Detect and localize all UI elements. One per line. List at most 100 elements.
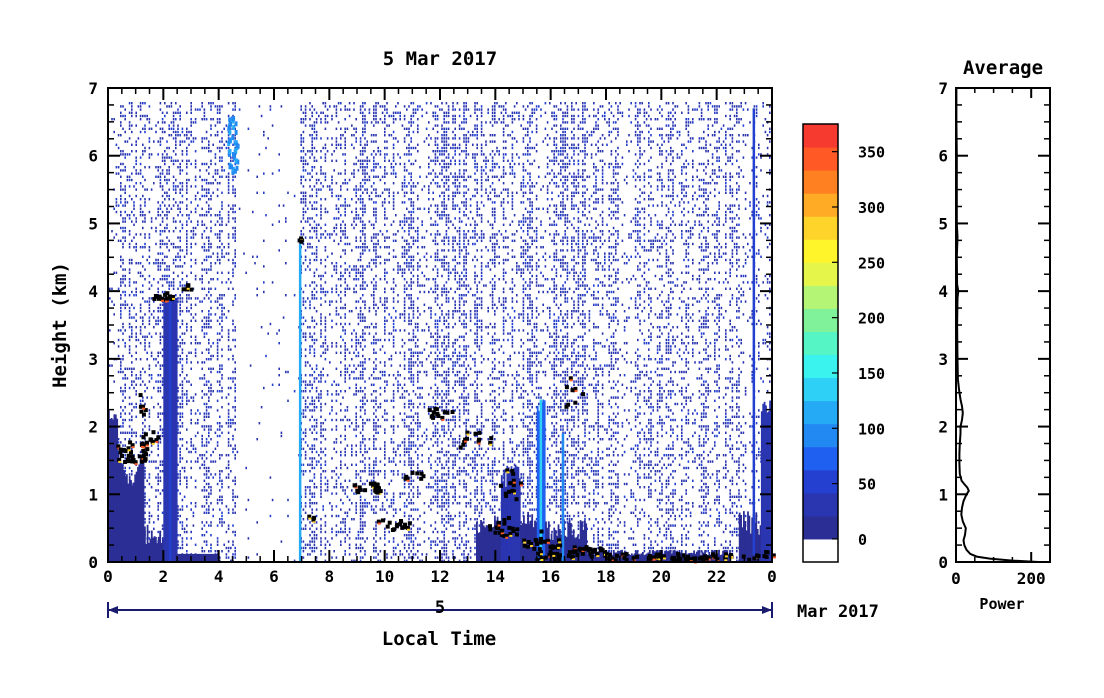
heatmap-speckle xyxy=(122,370,124,374)
heatmap-speckle xyxy=(322,185,324,188)
heatmap-speckle xyxy=(113,380,115,383)
heatmap-speckle xyxy=(392,415,395,418)
heatmap-speckle xyxy=(375,166,377,169)
heatmap-speckle xyxy=(412,329,415,332)
heatmap-speckle xyxy=(406,390,408,393)
heatmap-speckle xyxy=(219,322,221,326)
heatmap-speckle xyxy=(172,130,175,134)
heatmap-speckle xyxy=(201,185,203,188)
heatmap-speckle xyxy=(324,454,327,457)
heatmap-speckle xyxy=(186,441,188,444)
heatmap-speckle xyxy=(362,348,364,351)
heatmap-speckle xyxy=(216,444,219,447)
heatmap-speckle xyxy=(227,402,230,406)
heatmap-speckle xyxy=(221,271,223,274)
heatmap-speckle xyxy=(208,390,210,393)
heatmap-speckle xyxy=(370,473,373,476)
heatmap-speckle xyxy=(227,527,230,530)
heatmap-speckle xyxy=(153,386,155,390)
heatmap-speckle xyxy=(377,473,379,476)
heatmap-speckle xyxy=(300,182,302,185)
heatmap-speckle xyxy=(362,354,364,358)
heatmap-speckle xyxy=(414,322,417,326)
heatmap-speckle xyxy=(120,150,122,153)
heatmap-speckle xyxy=(324,319,327,322)
heatmap-speckle xyxy=(351,332,353,335)
heatmap-speckle xyxy=(194,412,197,415)
heatmap-speckle xyxy=(373,278,375,281)
heatmap-speckle xyxy=(159,239,162,242)
heatmap-speckle xyxy=(388,201,390,204)
heatmap-speckle xyxy=(260,326,263,329)
heatmap-speckle xyxy=(124,294,126,297)
heatmap-speckle xyxy=(188,310,190,313)
heatmap-speckle xyxy=(399,550,401,553)
heatmap-speckle xyxy=(355,348,357,351)
heatmap-speckle xyxy=(227,188,230,191)
heatmap-speckle xyxy=(142,274,144,278)
heatmap-speckle xyxy=(388,258,390,262)
heatmap-speckle xyxy=(315,134,318,137)
heatmap-speckle xyxy=(131,108,133,111)
heatmap-speckle xyxy=(379,255,382,258)
heatmap-speckle xyxy=(166,172,168,175)
heatmap-speckle xyxy=(362,265,364,268)
heatmap-speckle xyxy=(194,278,197,281)
heatmap-speckle xyxy=(139,130,142,134)
heatmap-speckle xyxy=(408,249,410,252)
heatmap-speckle xyxy=(410,114,412,118)
heatmap-speckle xyxy=(300,201,302,204)
heatmap-speckle xyxy=(412,281,415,284)
heatmap-speckle xyxy=(210,300,212,303)
heatmap-speckle xyxy=(155,262,157,265)
heatmap-speckle xyxy=(166,182,168,185)
heatmap-speckle xyxy=(148,316,151,319)
heatmap-speckle xyxy=(210,383,212,386)
heatmap-speckle xyxy=(172,124,175,127)
heatmap-speckle xyxy=(348,265,351,268)
heatmap-speckle xyxy=(205,236,208,239)
heatmap-speckle xyxy=(133,185,135,188)
heatmap-speckle xyxy=(307,383,309,386)
heatmap-speckle xyxy=(406,450,408,454)
heatmap-speckle xyxy=(135,345,137,348)
heatmap-speckle xyxy=(166,268,168,271)
heatmap-speckle xyxy=(348,425,351,428)
heatmap-speckle xyxy=(355,284,357,287)
heatmap-speckle xyxy=(157,319,159,322)
heatmap-speckle xyxy=(216,246,219,249)
heatmap-speckle xyxy=(199,278,201,281)
heatmap-speckle xyxy=(214,156,217,159)
heatmap-speckle xyxy=(278,204,280,207)
heatmap-speckle xyxy=(148,274,151,278)
heatmap-speckle xyxy=(177,287,179,290)
heatmap-speckle xyxy=(159,434,162,438)
heatmap-speckle xyxy=(315,431,318,434)
heatmap-speckle xyxy=(408,450,410,454)
heatmap-speckle xyxy=(344,358,346,361)
heatmap-speckle xyxy=(234,230,236,233)
heatmap-speckle xyxy=(333,447,335,450)
heatmap-speckle xyxy=(335,418,338,422)
heatmap-speckle xyxy=(128,326,131,329)
heatmap-speckle xyxy=(172,220,175,223)
heatmap-speckle xyxy=(208,412,210,415)
heatmap-speckle xyxy=(142,316,144,319)
heatmap-speckle xyxy=(315,508,318,511)
heatmap-speckle xyxy=(340,441,342,444)
heatmap-speckle xyxy=(170,105,173,108)
heatmap-speckle xyxy=(168,178,170,182)
heatmap-speckle xyxy=(362,514,364,518)
heatmap-speckle xyxy=(340,450,342,454)
heatmap-speckle xyxy=(304,111,307,114)
heatmap-speckle xyxy=(340,230,342,233)
heatmap-speckle xyxy=(333,441,335,444)
heatmap-speckle xyxy=(271,172,274,175)
heatmap-speckle xyxy=(355,239,357,242)
heatmap-speckle xyxy=(219,454,221,457)
heatmap-speckle xyxy=(159,102,162,105)
heatmap-speckle xyxy=(190,185,192,188)
heatmap-speckle xyxy=(208,550,210,553)
heatmap-speckle xyxy=(221,169,223,172)
heatmap-speckle xyxy=(150,514,153,518)
